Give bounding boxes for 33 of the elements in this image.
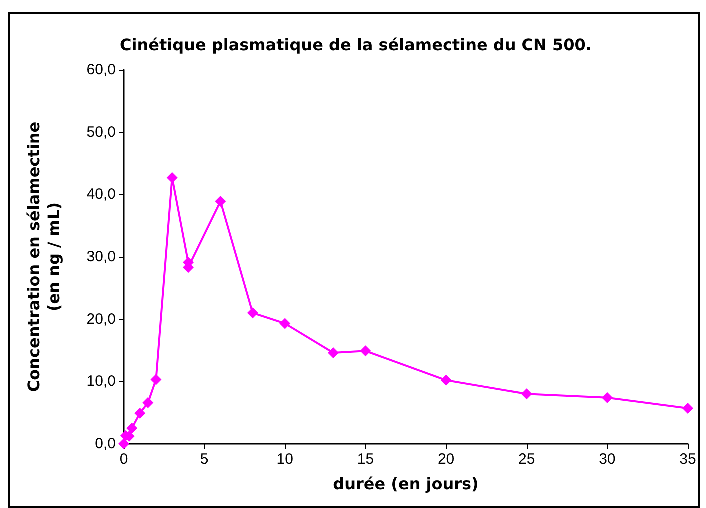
x-tick-label: 0 [120,451,128,468]
point [440,374,452,386]
point [142,397,154,408]
point [280,318,291,330]
y-tick-label: 50,0 [86,124,116,141]
point [602,392,613,404]
point [166,172,178,184]
point [126,422,138,434]
y-tick-label: 30,0 [86,248,116,266]
point [118,438,130,450]
x-tick-label: 30 [599,451,616,468]
x-tick-label: 10 [276,451,294,468]
point [360,346,372,357]
point [215,196,226,208]
y-axis-title: Concentration en sélamectine (en ng / mL) [24,122,64,392]
y-tick-label: 40,0 [86,186,116,204]
point [521,388,532,400]
x-tick-label: 35 [680,451,696,468]
point [247,308,258,319]
x-axis-title: durée (en jours) [333,474,479,494]
y-tick-label: 60,0 [86,62,116,78]
x-tick-label: 15 [357,451,374,468]
x-tick-label: 5 [200,451,209,468]
point [682,402,694,414]
chart-title: Cinétique plasmatique de la sélamectine du CN 500. [120,36,592,54]
point [328,347,339,358]
point [150,374,162,386]
y-tick-label: 0,0 [95,436,116,452]
x-tick-label: 25 [518,451,536,468]
point [134,408,146,419]
y-tick-label: 20,0 [86,310,116,328]
x-tick-label: 20 [438,451,455,468]
y-tick-label: 10,0 [86,373,116,390]
